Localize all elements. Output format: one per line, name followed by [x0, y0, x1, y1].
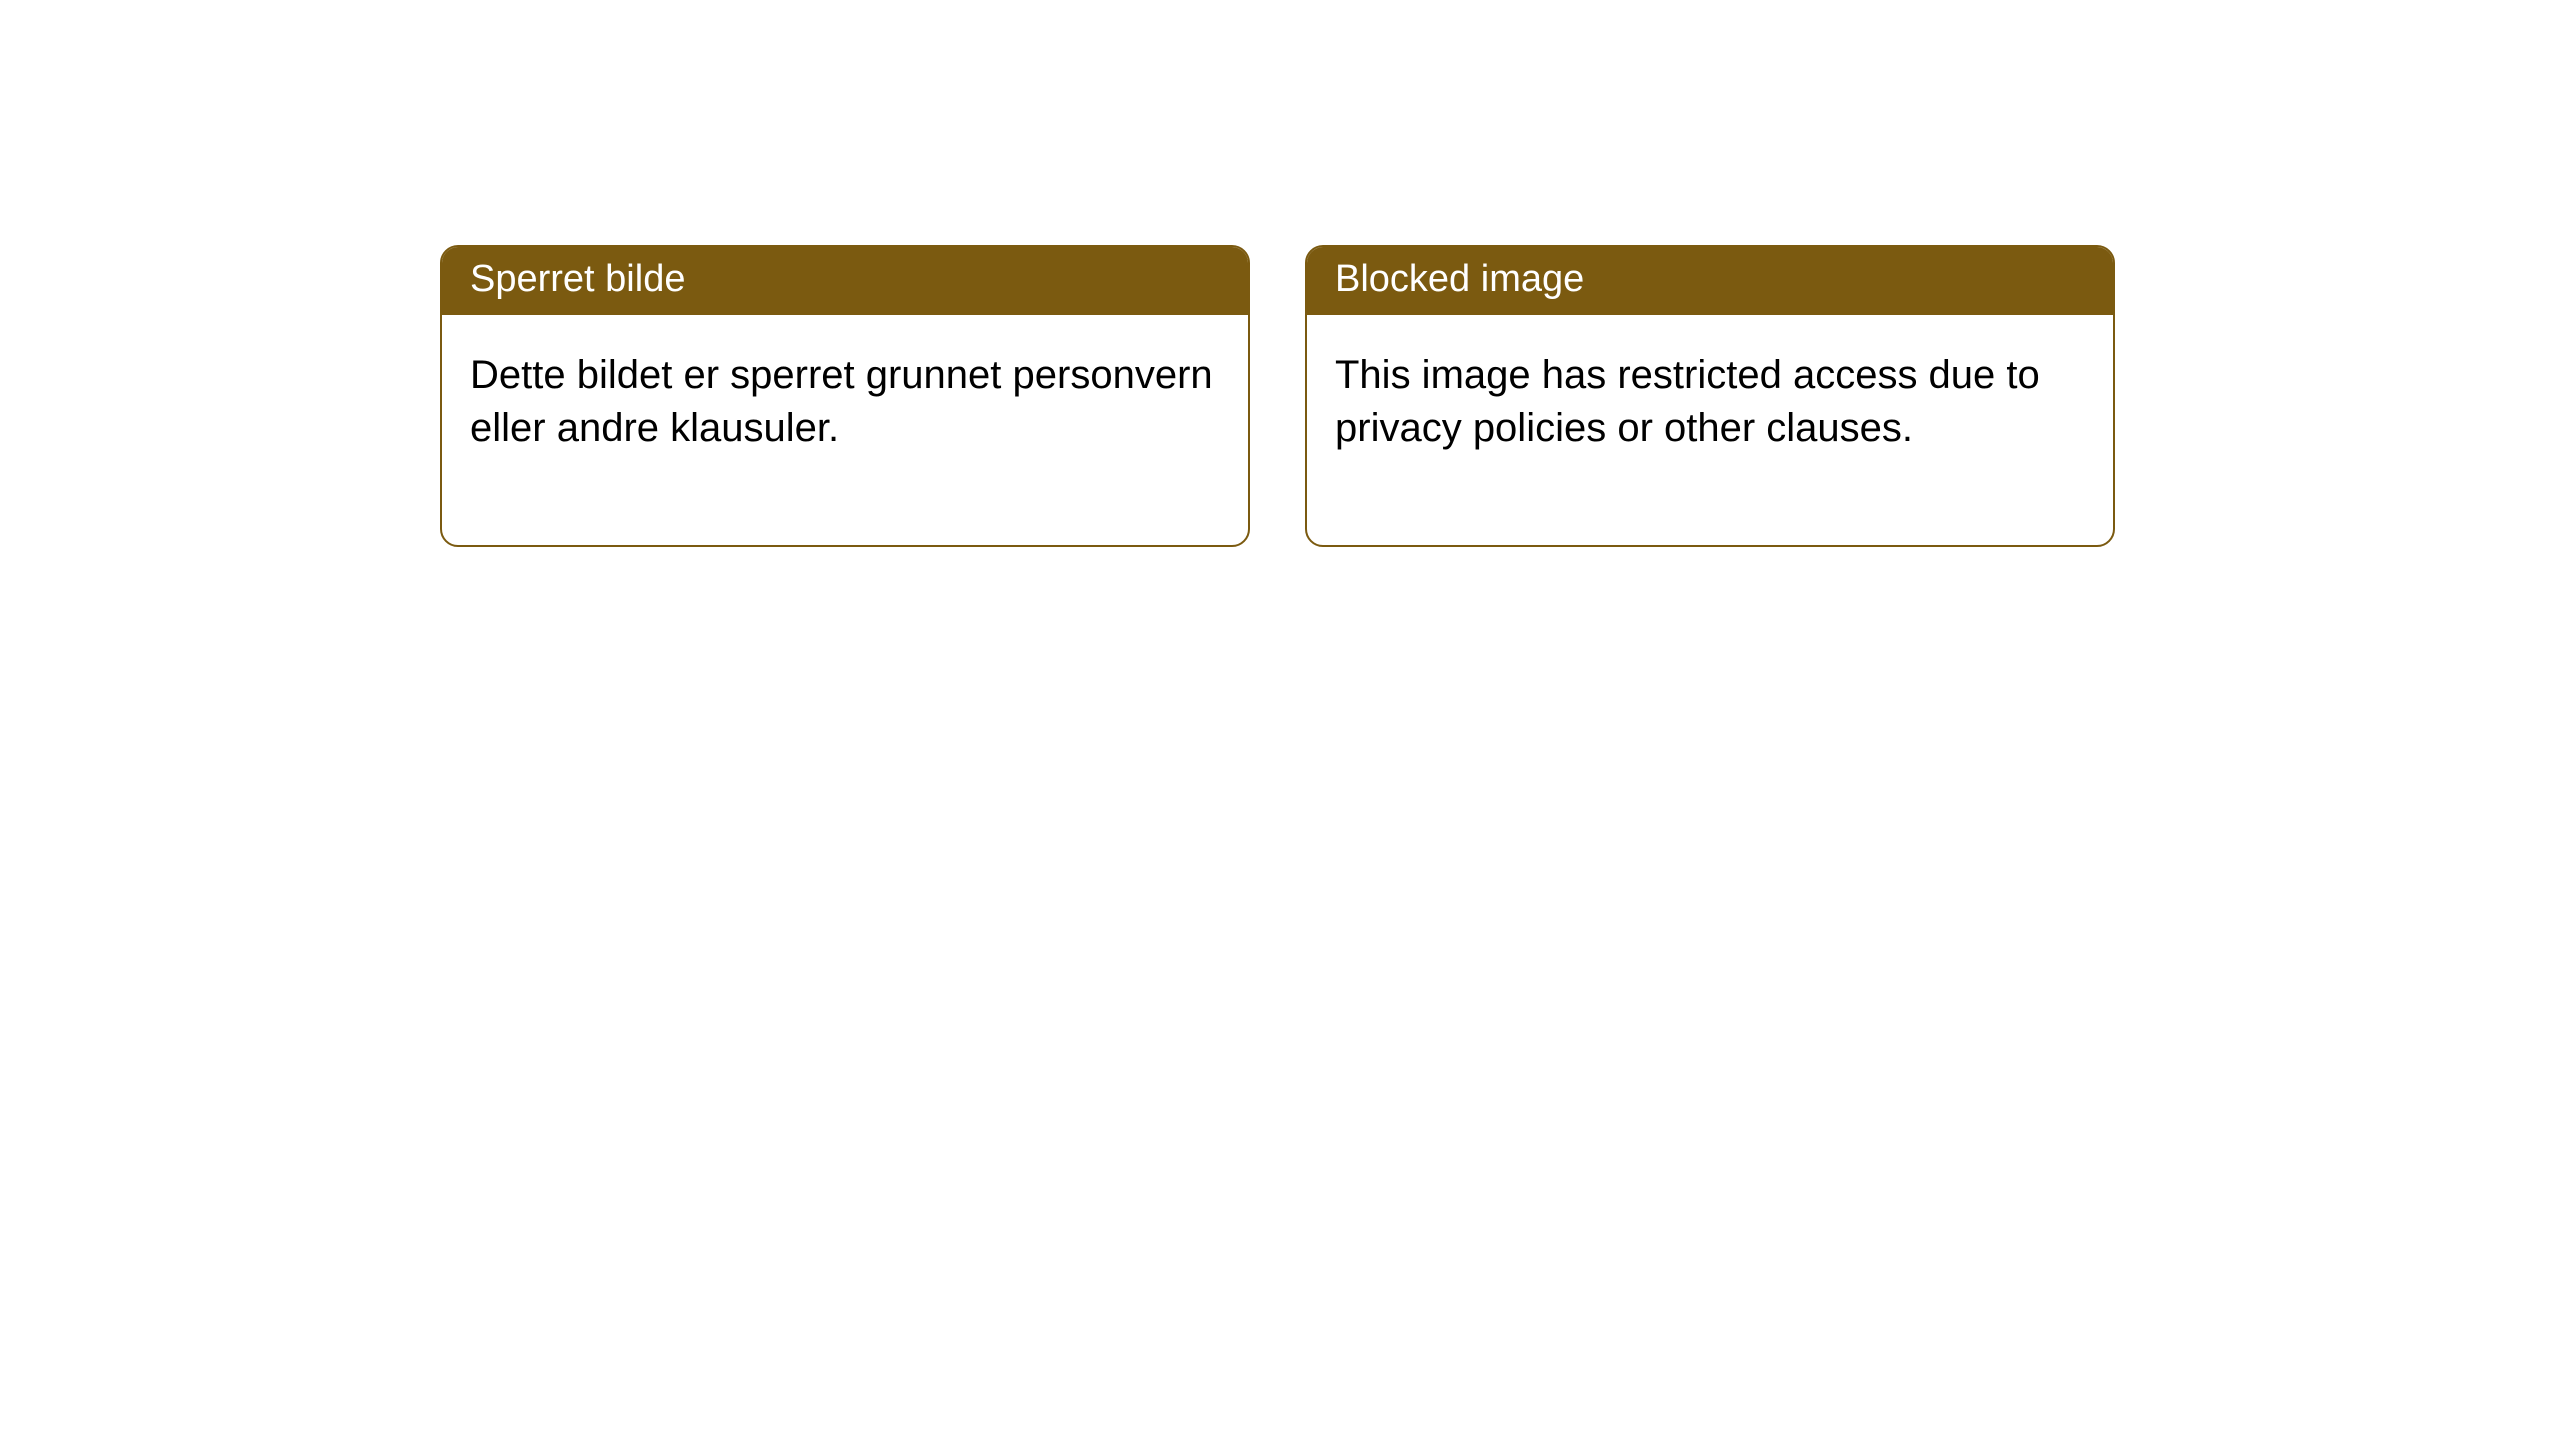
notice-card-body: This image has restricted access due to …	[1307, 315, 2113, 545]
notice-card-english: Blocked image This image has restricted …	[1305, 245, 2115, 547]
notice-card-header: Sperret bilde	[442, 247, 1248, 315]
notice-card-norwegian: Sperret bilde Dette bildet er sperret gr…	[440, 245, 1250, 547]
notice-card-header: Blocked image	[1307, 247, 2113, 315]
notice-card-body: Dette bildet er sperret grunnet personve…	[442, 315, 1248, 545]
notice-cards-container: Sperret bilde Dette bildet er sperret gr…	[440, 245, 2115, 547]
